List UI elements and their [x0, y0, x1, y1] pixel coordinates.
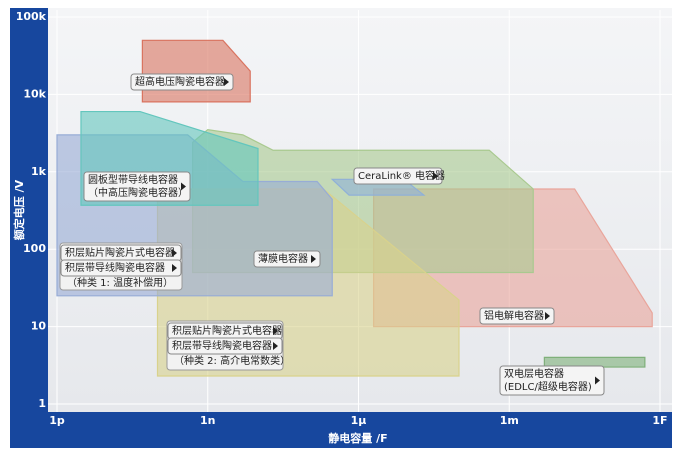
y-tick-label: 1k [31, 165, 47, 178]
region-label: 圆板型带导线电容器 [88, 173, 178, 186]
region-label: 超高电压陶瓷电容器 [135, 75, 225, 88]
region-label: 积层带导线陶瓷电容器 [172, 339, 272, 352]
y-axis-band [10, 8, 48, 412]
region-label: （种类 2: 高介电常数类） [174, 354, 290, 367]
x-tick-label: 1µ [351, 414, 367, 427]
label-box[interactable] [60, 259, 182, 277]
y-tick-label: 100k [16, 10, 47, 23]
region-label: 双电层电容器 [504, 367, 564, 380]
x-axis-band [10, 412, 672, 448]
region-label: 铝电解电容器 [484, 309, 544, 322]
label-box[interactable] [479, 307, 555, 325]
label-box[interactable] [130, 73, 234, 91]
label-arrow[interactable] [172, 249, 177, 257]
label-arrow[interactable] [273, 342, 278, 350]
label-arrow[interactable] [311, 255, 316, 263]
region-label: 薄膜电容器 [258, 252, 308, 265]
y-tick-label: 10 [31, 320, 47, 333]
label-arrow[interactable] [433, 172, 438, 180]
x-tick-label: 1F [652, 414, 667, 427]
region-label: （中高压陶瓷电容器） [88, 186, 188, 199]
label-box[interactable] [83, 171, 191, 202]
region-label: （种类 1: 温度补偿用） [67, 276, 173, 289]
region-label: 积层贴片陶瓷片式电容器 [172, 324, 282, 337]
label-arrow[interactable] [224, 78, 229, 86]
label-arrow[interactable] [545, 312, 550, 320]
label-arrow[interactable] [595, 376, 600, 385]
x-tick-label: 1n [200, 414, 216, 427]
label-arrow[interactable] [181, 182, 186, 191]
y-axis-title: 额定电压 /V [12, 179, 26, 240]
label-arrow[interactable] [273, 327, 278, 335]
x-axis-title: 静电容量 /F [328, 431, 387, 445]
region-label: 积层贴片陶瓷片式电容器 [65, 246, 175, 259]
y-tick-label: 10k [23, 87, 46, 100]
region-label: 积层带导线陶瓷电容器 [65, 261, 165, 274]
region-label: CeraLink® 电容器 [358, 169, 445, 182]
label-arrow[interactable] [172, 264, 177, 272]
label-box[interactable] [353, 167, 443, 185]
region-label: (EDLC/超级电容器) [504, 380, 592, 393]
y-tick-label: 1 [38, 397, 46, 410]
label-box[interactable] [499, 365, 605, 396]
x-tick-label: 1m [500, 414, 519, 427]
x-tick-label: 1p [49, 414, 65, 427]
label-box[interactable] [167, 337, 283, 355]
region [543, 356, 646, 368]
label-box[interactable] [253, 250, 321, 268]
y-tick-label: 100 [23, 242, 46, 255]
